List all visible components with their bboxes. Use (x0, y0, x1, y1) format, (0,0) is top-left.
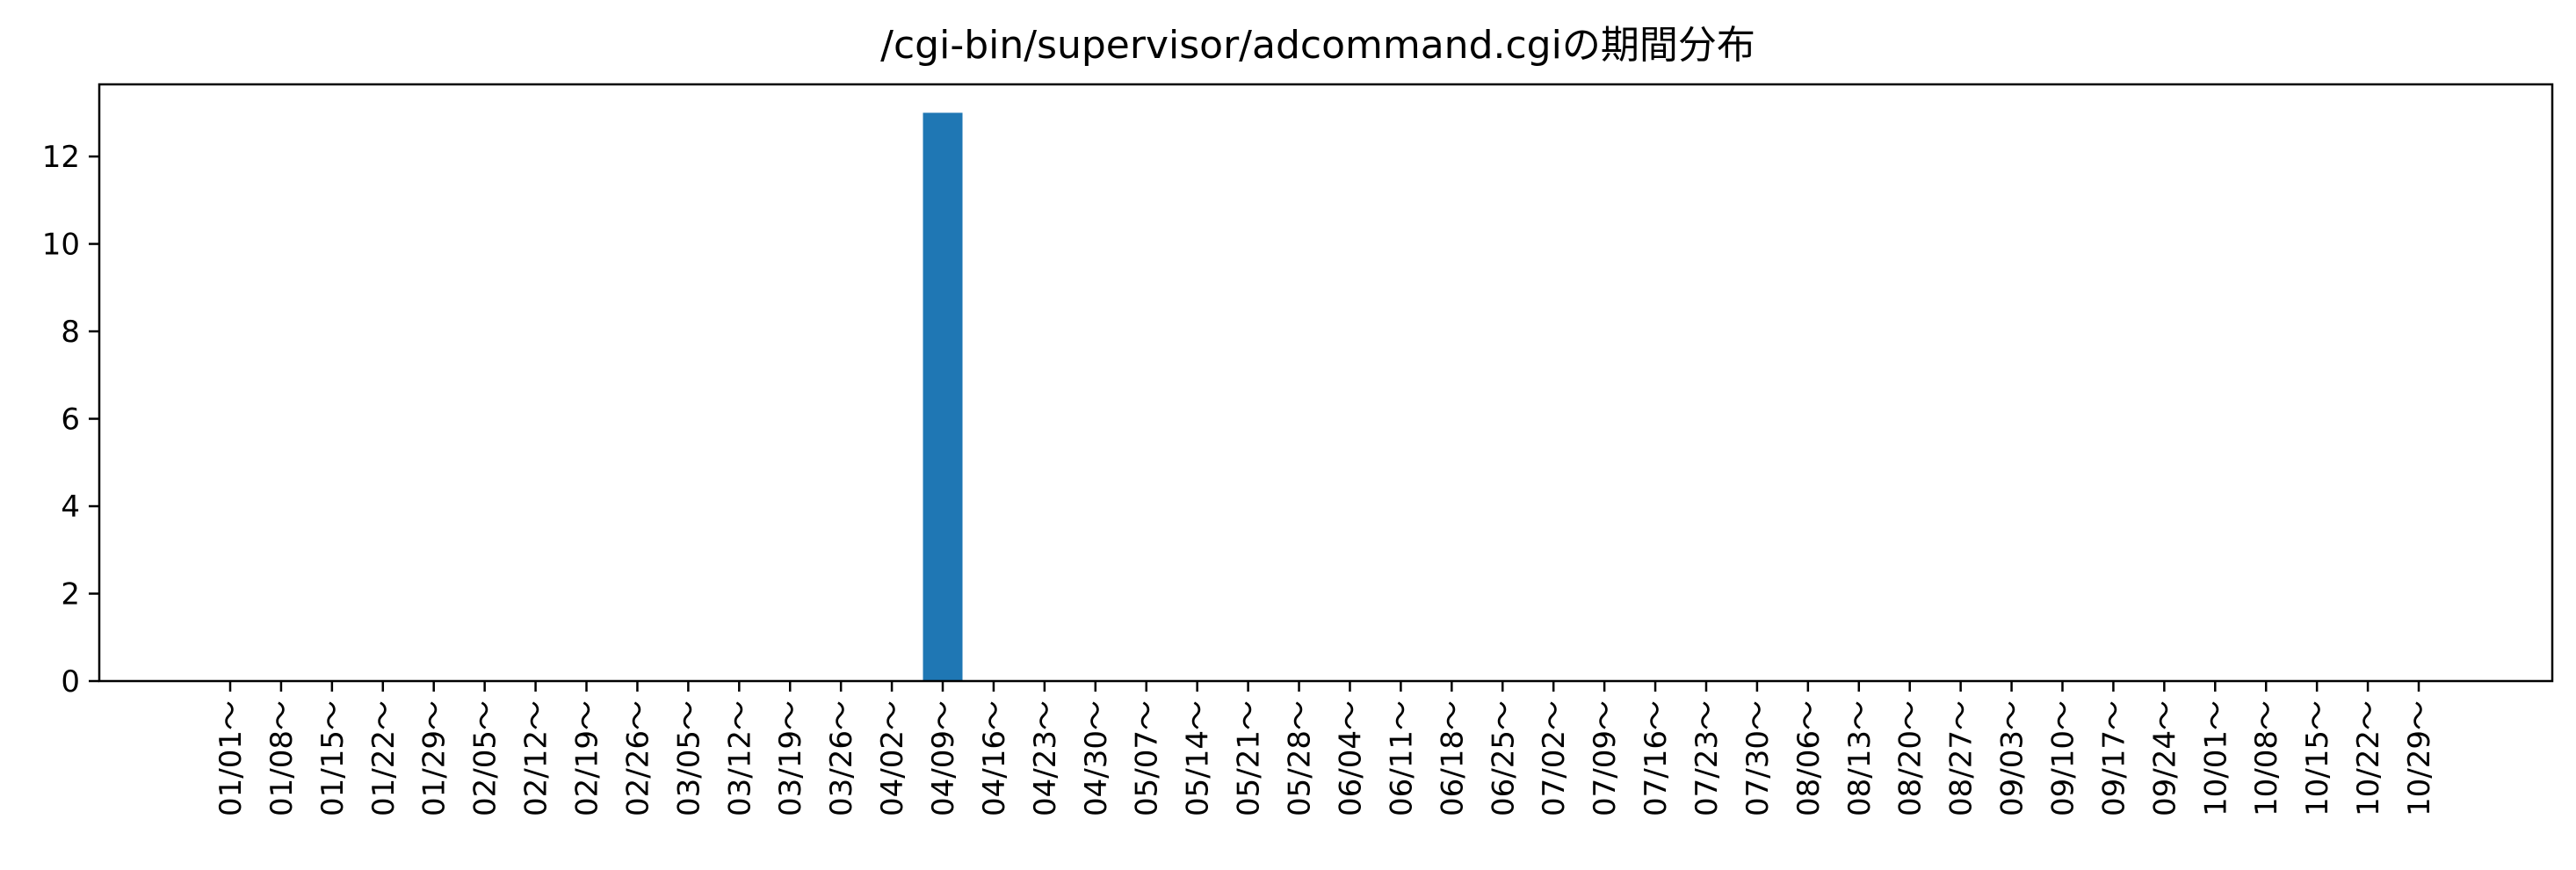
x-tick-label: 04/23～ (1028, 700, 1063, 816)
x-tick-label: 10/08～ (2249, 700, 2284, 816)
x-tick-label: 08/06～ (1791, 700, 1827, 816)
x-tick-label: 03/12～ (722, 700, 757, 816)
x-tick-label: 03/05～ (671, 700, 706, 816)
y-tick-label: 2 (61, 577, 80, 613)
x-tick-label: 03/19～ (773, 700, 808, 816)
x-tick-label: 10/22～ (2351, 700, 2386, 816)
x-tick-label: 09/10～ (2045, 700, 2080, 816)
x-tick-label: 04/30～ (1079, 700, 1114, 816)
x-tick-label: 07/30～ (1740, 700, 1776, 816)
y-tick-label: 10 (42, 228, 80, 263)
x-tick-label: 05/07～ (1130, 700, 1165, 816)
x-axis: 01/01～ 01/08～ 01/15～ 01/22～ 01/29～ 02/05～ 02/1… (213, 681, 2437, 816)
y-tick-label: 0 (61, 664, 80, 700)
x-tick-label: 08/27～ (1944, 700, 1979, 816)
x-tick-label: 04/16～ (977, 700, 1012, 816)
x-tick-label: 09/24～ (2147, 700, 2182, 816)
x-tick-label: 02/19～ (570, 700, 605, 816)
x-tick-label: 02/05～ (468, 700, 503, 816)
x-tick-label: 05/28～ (1283, 700, 1318, 816)
x-tick-label: 08/20～ (1893, 700, 1928, 816)
x-tick-label: 06/25～ (1486, 700, 1521, 816)
y-axis: 0 2 4 6 8 10 12 (42, 140, 99, 700)
x-tick-label: 10/01～ (2198, 700, 2233, 816)
x-tick-label: 05/14～ (1181, 700, 1216, 816)
y-tick-label: 12 (42, 140, 80, 175)
x-tick-label: 10/29～ (2402, 700, 2437, 816)
y-tick-label: 4 (61, 489, 80, 525)
x-tick-label: 01/15～ (315, 700, 351, 816)
x-tick-label: 08/13～ (1842, 700, 1878, 816)
x-tick-label: 09/03～ (1995, 700, 2030, 816)
x-tick-label: 07/09～ (1588, 700, 1623, 816)
x-tick-label: 06/11～ (1384, 700, 1419, 816)
x-tick-label: 01/08～ (264, 700, 300, 816)
y-tick-label: 8 (61, 315, 80, 350)
plot-frame (98, 83, 2554, 683)
x-tick-label: 05/21～ (1232, 700, 1267, 816)
x-tick-label: 06/18～ (1435, 700, 1470, 816)
x-tick-label: 01/29～ (417, 700, 452, 816)
x-tick-label: 04/02～ (875, 700, 910, 816)
x-tick-label: 01/22～ (366, 700, 402, 816)
x-tick-label: 06/04～ (1333, 700, 1368, 816)
x-tick-label: 07/16～ (1639, 700, 1674, 816)
x-tick-label: 02/26～ (620, 700, 655, 816)
x-tick-label: 02/12～ (519, 700, 554, 816)
x-tick-label: 07/23～ (1690, 700, 1725, 816)
bar-04/09～ (923, 112, 963, 682)
bars-group (923, 112, 963, 682)
x-tick-label: 09/17～ (2096, 700, 2131, 816)
x-tick-label: 03/26～ (824, 700, 859, 816)
x-tick-label: 10/15～ (2300, 700, 2335, 816)
x-tick-label: 07/02～ (1537, 700, 1572, 816)
chart-title: /cgi-bin/supervisor/adcommand.cgiの期間分布 (880, 23, 1755, 68)
x-tick-label: 01/01～ (213, 700, 249, 816)
x-tick-label: 04/09～ (926, 700, 961, 816)
y-tick-label: 6 (61, 402, 80, 438)
